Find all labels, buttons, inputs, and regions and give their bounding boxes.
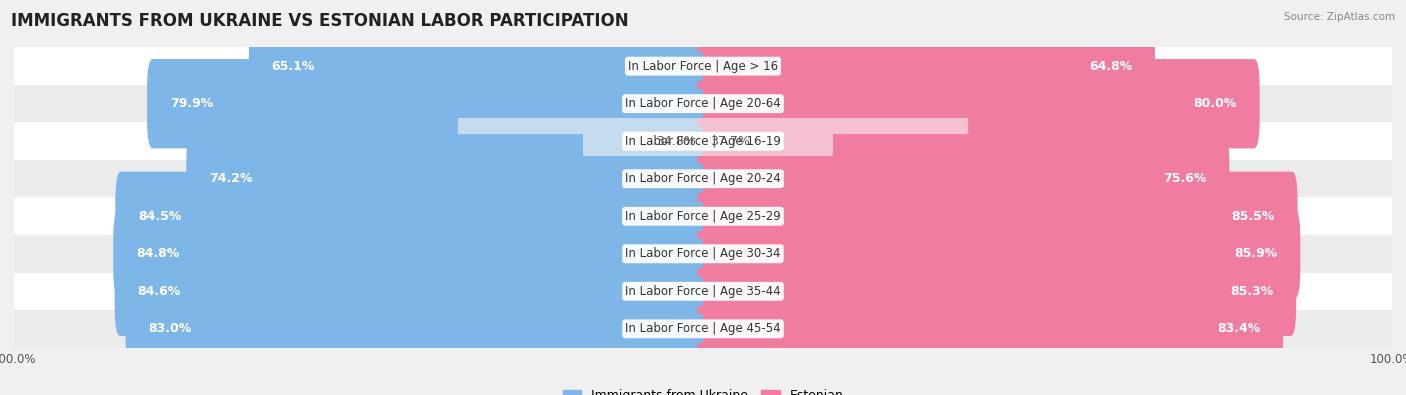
Text: In Labor Force | Age 30-34: In Labor Force | Age 30-34 bbox=[626, 247, 780, 260]
FancyBboxPatch shape bbox=[148, 59, 709, 149]
Bar bbox=[14, 122, 1392, 160]
Text: 85.5%: 85.5% bbox=[1232, 210, 1275, 223]
FancyBboxPatch shape bbox=[249, 21, 709, 111]
Text: 84.5%: 84.5% bbox=[138, 210, 181, 223]
Bar bbox=[14, 47, 1392, 85]
FancyBboxPatch shape bbox=[697, 59, 1260, 149]
Text: In Labor Force | Age 25-29: In Labor Force | Age 25-29 bbox=[626, 210, 780, 223]
FancyBboxPatch shape bbox=[115, 171, 709, 261]
Text: 34.8%: 34.8% bbox=[657, 135, 696, 148]
Bar bbox=[427, 89, 703, 118]
Text: In Labor Force | Age 35-44: In Labor Force | Age 35-44 bbox=[626, 285, 780, 298]
Bar bbox=[703, 89, 979, 118]
Bar bbox=[411, 239, 703, 269]
Text: 84.6%: 84.6% bbox=[138, 285, 180, 298]
FancyBboxPatch shape bbox=[697, 209, 1301, 299]
Bar bbox=[703, 276, 997, 306]
FancyBboxPatch shape bbox=[697, 21, 1154, 111]
Text: In Labor Force | Age 20-64: In Labor Force | Age 20-64 bbox=[626, 97, 780, 110]
Text: In Labor Force | Age 20-24: In Labor Force | Age 20-24 bbox=[626, 172, 780, 185]
FancyBboxPatch shape bbox=[697, 284, 1284, 374]
FancyBboxPatch shape bbox=[697, 246, 1296, 336]
Bar bbox=[14, 235, 1392, 273]
Text: IMMIGRANTS FROM UKRAINE VS ESTONIAN LABOR PARTICIPATION: IMMIGRANTS FROM UKRAINE VS ESTONIAN LABO… bbox=[11, 12, 628, 30]
Text: 85.3%: 85.3% bbox=[1230, 285, 1274, 298]
FancyBboxPatch shape bbox=[697, 171, 1298, 261]
FancyBboxPatch shape bbox=[125, 284, 709, 374]
Text: 85.9%: 85.9% bbox=[1234, 247, 1278, 260]
Legend: Immigrants from Ukraine, Estonian: Immigrants from Ukraine, Estonian bbox=[558, 384, 848, 395]
Text: 75.6%: 75.6% bbox=[1163, 172, 1206, 185]
Bar bbox=[14, 160, 1392, 198]
FancyBboxPatch shape bbox=[458, 96, 709, 186]
FancyBboxPatch shape bbox=[115, 246, 709, 336]
Text: 65.1%: 65.1% bbox=[271, 60, 315, 73]
Bar bbox=[703, 314, 990, 344]
FancyBboxPatch shape bbox=[186, 134, 709, 224]
Text: 37.7%: 37.7% bbox=[710, 135, 749, 148]
Text: In Labor Force | Age 45-54: In Labor Force | Age 45-54 bbox=[626, 322, 780, 335]
FancyBboxPatch shape bbox=[114, 209, 709, 299]
Text: 64.8%: 64.8% bbox=[1090, 60, 1132, 73]
Bar bbox=[14, 85, 1392, 122]
Text: 79.9%: 79.9% bbox=[170, 97, 214, 110]
Bar bbox=[447, 164, 703, 194]
Text: Source: ZipAtlas.com: Source: ZipAtlas.com bbox=[1284, 12, 1395, 22]
Bar bbox=[412, 201, 703, 231]
Text: In Labor Force | Age > 16: In Labor Force | Age > 16 bbox=[628, 60, 778, 73]
Bar bbox=[703, 51, 927, 81]
Bar bbox=[479, 51, 703, 81]
Bar bbox=[14, 273, 1392, 310]
Text: 84.8%: 84.8% bbox=[136, 247, 179, 260]
Bar bbox=[418, 314, 703, 344]
Bar bbox=[14, 198, 1392, 235]
Bar bbox=[703, 126, 832, 156]
Bar bbox=[703, 164, 963, 194]
Text: 83.4%: 83.4% bbox=[1218, 322, 1260, 335]
Bar bbox=[412, 276, 703, 306]
Bar bbox=[703, 201, 997, 231]
Bar bbox=[703, 239, 998, 269]
Bar bbox=[583, 126, 703, 156]
Text: 83.0%: 83.0% bbox=[149, 322, 191, 335]
Bar bbox=[14, 310, 1392, 348]
Text: 74.2%: 74.2% bbox=[209, 172, 253, 185]
FancyBboxPatch shape bbox=[697, 96, 969, 186]
Text: In Labor Force | Age 16-19: In Labor Force | Age 16-19 bbox=[626, 135, 780, 148]
FancyBboxPatch shape bbox=[697, 134, 1229, 224]
Text: 80.0%: 80.0% bbox=[1194, 97, 1237, 110]
